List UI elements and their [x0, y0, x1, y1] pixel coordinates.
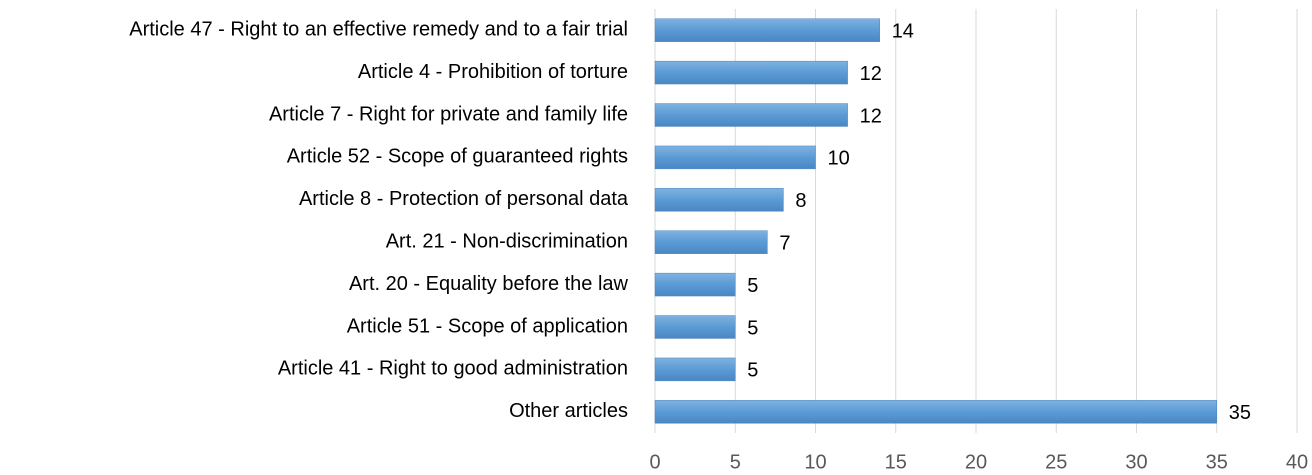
x-tick-label: 5: [730, 451, 741, 473]
bar: [654, 272, 736, 297]
data-label: 5: [747, 275, 758, 297]
y-tick-label: Article 8 - Protection of personal data: [299, 188, 629, 210]
bar: [654, 357, 736, 382]
x-tick-label: 40: [1286, 451, 1308, 473]
data-label: 35: [1229, 402, 1251, 424]
bar: [654, 60, 848, 85]
bar: [654, 230, 768, 254]
data-label: 7: [779, 232, 790, 254]
y-tick-label: Art. 21 - Non-discrimination: [386, 230, 628, 252]
y-tick-label: Article 41 - Right to good administratio…: [278, 358, 628, 380]
data-label: 5: [747, 317, 758, 339]
x-tick-label: 15: [885, 451, 907, 473]
y-tick-label: Article 52 - Scope of guaranteed rights: [287, 146, 628, 168]
y-tick-label: Other articles: [509, 400, 628, 422]
data-label: 8: [795, 190, 806, 212]
bar: [654, 103, 848, 127]
y-tick-label: Article 47 - Right to an effective remed…: [129, 18, 628, 40]
x-tick-label: 35: [1206, 451, 1228, 473]
bar: [654, 400, 1217, 424]
y-tick-label: Art. 20 - Equality before the law: [349, 273, 629, 295]
data-label: 14: [892, 20, 914, 42]
data-label: 5: [747, 360, 758, 382]
x-tick-label: 25: [1045, 451, 1067, 473]
y-tick-label: Article 4 - Prohibition of torture: [358, 61, 628, 83]
bar: [654, 18, 880, 42]
bar: [654, 315, 736, 339]
data-label: 10: [828, 148, 850, 170]
bar: [654, 145, 816, 170]
y-tick-label: Article 7 - Right for private and family…: [269, 103, 628, 125]
bar: [654, 188, 784, 212]
data-label: 12: [860, 105, 882, 127]
x-tick-label: 20: [965, 451, 987, 473]
y-tick-label: Article 51 - Scope of application: [347, 315, 628, 337]
x-tick-label: 30: [1125, 451, 1147, 473]
data-label: 12: [860, 63, 882, 85]
x-tick-label: 10: [804, 451, 826, 473]
x-tick-label: 0: [649, 451, 660, 473]
